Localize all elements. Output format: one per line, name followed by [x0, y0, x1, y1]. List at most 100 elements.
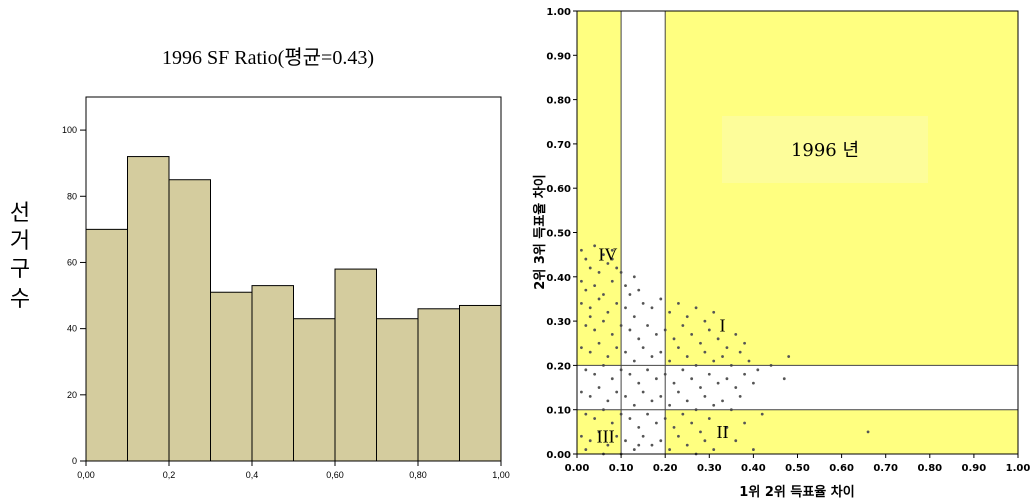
scatter-point — [615, 346, 619, 350]
scatter-point — [610, 248, 614, 252]
scatter-point — [694, 306, 698, 310]
scatter-point — [602, 253, 605, 257]
scatter-point — [615, 434, 619, 438]
scatter-y-tick-label: 0.10 — [546, 406, 571, 417]
histogram-y-label-char: 구 — [10, 257, 30, 282]
histogram-bar-8 — [417, 308, 460, 462]
scatter-point — [866, 430, 870, 434]
scatter-points — [580, 244, 870, 456]
scatter-x-tick-label: 0.50 — [785, 463, 810, 474]
scatter-point — [637, 381, 641, 385]
scatter-point — [690, 421, 694, 425]
scatter-year-annotation: 1996 년 — [791, 140, 859, 161]
scatter-point — [668, 403, 672, 407]
scatter-point — [602, 293, 605, 296]
scatter-point — [668, 359, 672, 363]
scatter-point — [699, 386, 702, 389]
scatter-point — [725, 346, 729, 350]
histogram-bar-0 — [85, 228, 128, 462]
histogram-bar-2 — [168, 179, 211, 462]
scatter-point — [703, 395, 707, 398]
scatter-x-tick-label: 0.90 — [962, 463, 987, 474]
scatter-point — [782, 377, 786, 381]
scatter-point — [588, 315, 592, 319]
scatter-point — [597, 297, 601, 301]
scatter-point — [650, 399, 654, 403]
scatter-x-tick-label: 0.00 — [565, 463, 590, 474]
scatter-point — [593, 284, 597, 288]
scatter-point — [584, 257, 588, 261]
scatter-chart: 0.00 0.10 0.20 0.30 0.40 0.50 0.60 0.70 0.80 0.90… — [532, 7, 1030, 500]
scatter-point — [681, 412, 685, 416]
scatter-point — [632, 275, 636, 279]
histogram-y-tick-label: 60 — [67, 257, 77, 267]
histogram-bar-4 — [251, 285, 294, 462]
histogram-y-tick-label: 20 — [67, 390, 77, 400]
histogram-x-ticks: 0,00 0,2 0,4 0,60 0,80 1,00 — [77, 461, 510, 480]
scatter-y-tick-label: 0.00 — [546, 450, 571, 461]
scatter-point — [668, 310, 672, 314]
scatter-point — [707, 417, 711, 420]
histogram-bar-7 — [376, 318, 419, 462]
scatter-x-tick-label: 0.60 — [829, 463, 854, 474]
scatter-point — [677, 390, 680, 394]
scatter-point — [610, 332, 614, 336]
scatter-point — [677, 346, 680, 350]
scatter-point — [721, 399, 724, 403]
scatter-annotation-box — [722, 116, 928, 183]
histogram-y-tick-label: 0 — [72, 456, 77, 466]
scatter-y-tick-label: 0.50 — [546, 229, 571, 240]
scatter-guide-lines — [577, 11, 1018, 454]
histogram-chart: 1996 SF Ratio(평균=0.43) 0 20 40 60 80 100 0,00… — [10, 46, 510, 480]
scatter-point — [677, 301, 680, 305]
scatter-point — [743, 372, 746, 376]
scatter-point — [624, 395, 627, 398]
scatter-point — [597, 430, 601, 434]
histogram-y-tick-label: 40 — [67, 324, 77, 334]
scatter-point — [712, 448, 716, 451]
scatter-point — [584, 368, 588, 372]
scatter-point — [654, 377, 658, 381]
scatter-point — [628, 372, 632, 376]
scatter-point — [584, 288, 588, 292]
histogram-title: 1996 SF Ratio(평균=0.43) — [162, 46, 374, 69]
scatter-point — [650, 306, 654, 310]
scatter-point — [734, 332, 738, 336]
scatter-point — [602, 319, 605, 323]
scatter-point — [699, 341, 702, 345]
scatter-point — [588, 439, 592, 443]
histogram-bar-9 — [459, 304, 502, 462]
scatter-point — [588, 306, 592, 310]
histogram-x-tick-label: 0,60 — [326, 470, 344, 480]
scatter-y-tick-label: 0.30 — [546, 317, 571, 328]
scatter-point — [580, 301, 583, 305]
scatter-point — [752, 448, 755, 451]
scatter-point — [650, 443, 654, 447]
scatter-point — [606, 355, 610, 358]
scatter-point — [641, 301, 645, 305]
histogram-x-tick-label: 1,00 — [492, 470, 510, 480]
scatter-point — [672, 381, 676, 385]
scatter-point — [624, 350, 627, 354]
scatter-y-tick-label: 0.40 — [546, 273, 571, 284]
scatter-point — [672, 337, 676, 341]
scatter-point — [760, 412, 764, 416]
scatter-y-tick-label: 1.00 — [546, 7, 571, 18]
scatter-point — [610, 377, 614, 381]
scatter-point — [677, 434, 680, 438]
scatter-point — [584, 324, 588, 327]
scatter-point — [580, 279, 583, 283]
scatter-point — [632, 315, 636, 319]
histogram-y-label-char: 거 — [10, 229, 30, 254]
scatter-x-tick-label: 1.00 — [1006, 463, 1031, 474]
histogram-bar-6 — [334, 268, 377, 462]
scatter-y-tick-label: 0.20 — [546, 361, 571, 372]
scatter-y-tick-label: 0.60 — [546, 184, 571, 195]
scatter-point — [747, 359, 751, 363]
scatter-point — [725, 377, 729, 381]
scatter-point — [637, 426, 641, 429]
scatter-point — [610, 279, 614, 283]
histogram-bars — [85, 156, 502, 462]
